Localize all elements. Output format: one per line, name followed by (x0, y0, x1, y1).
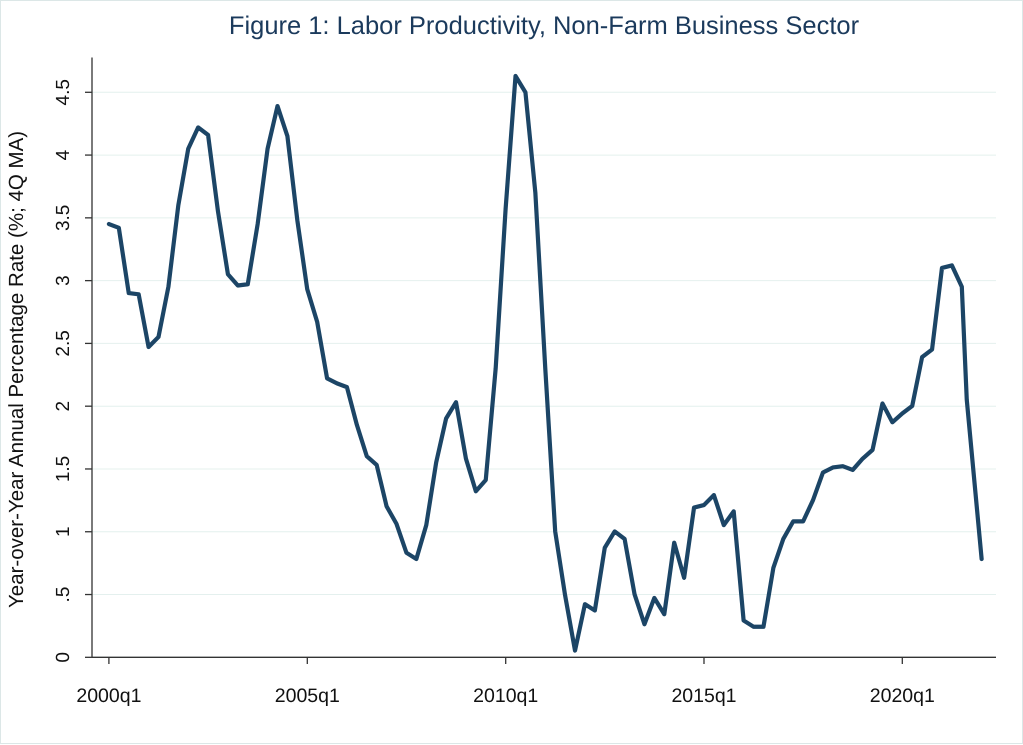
svg-text:2: 2 (53, 401, 74, 412)
svg-text:3.5: 3.5 (53, 205, 74, 231)
svg-text:2.5: 2.5 (53, 330, 74, 356)
svg-text:2000q1: 2000q1 (76, 685, 141, 707)
svg-text:4.5: 4.5 (53, 79, 74, 105)
svg-text:1: 1 (53, 526, 74, 537)
svg-text:1.5: 1.5 (53, 456, 74, 482)
svg-text:2020q1: 2020q1 (870, 685, 935, 707)
svg-text:3: 3 (53, 275, 74, 286)
svg-text:.5: .5 (53, 587, 74, 603)
svg-text:2005q1: 2005q1 (275, 685, 340, 707)
svg-text:2015q1: 2015q1 (671, 685, 736, 707)
svg-text:4: 4 (53, 149, 74, 160)
svg-text:2010q1: 2010q1 (473, 685, 538, 707)
svg-text:0: 0 (53, 652, 74, 663)
